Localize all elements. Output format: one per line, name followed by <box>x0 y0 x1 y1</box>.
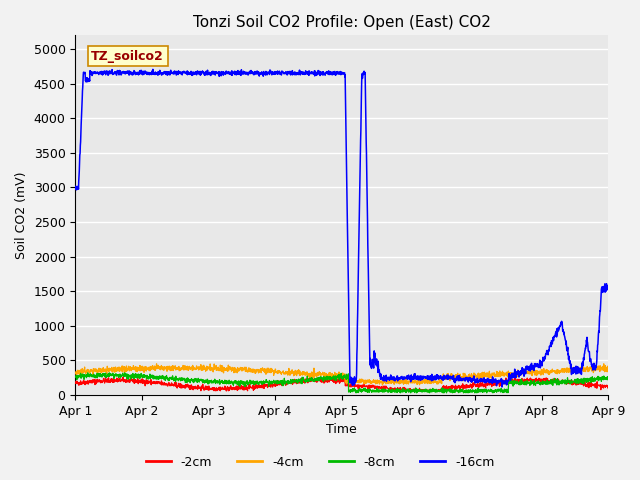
Legend: -2cm, -4cm, -8cm, -16cm: -2cm, -4cm, -8cm, -16cm <box>141 451 499 474</box>
Y-axis label: Soil CO2 (mV): Soil CO2 (mV) <box>15 171 28 259</box>
Title: Tonzi Soil CO2 Profile: Open (East) CO2: Tonzi Soil CO2 Profile: Open (East) CO2 <box>193 15 491 30</box>
Text: TZ_soilco2: TZ_soilco2 <box>92 50 164 63</box>
X-axis label: Time: Time <box>326 423 357 436</box>
